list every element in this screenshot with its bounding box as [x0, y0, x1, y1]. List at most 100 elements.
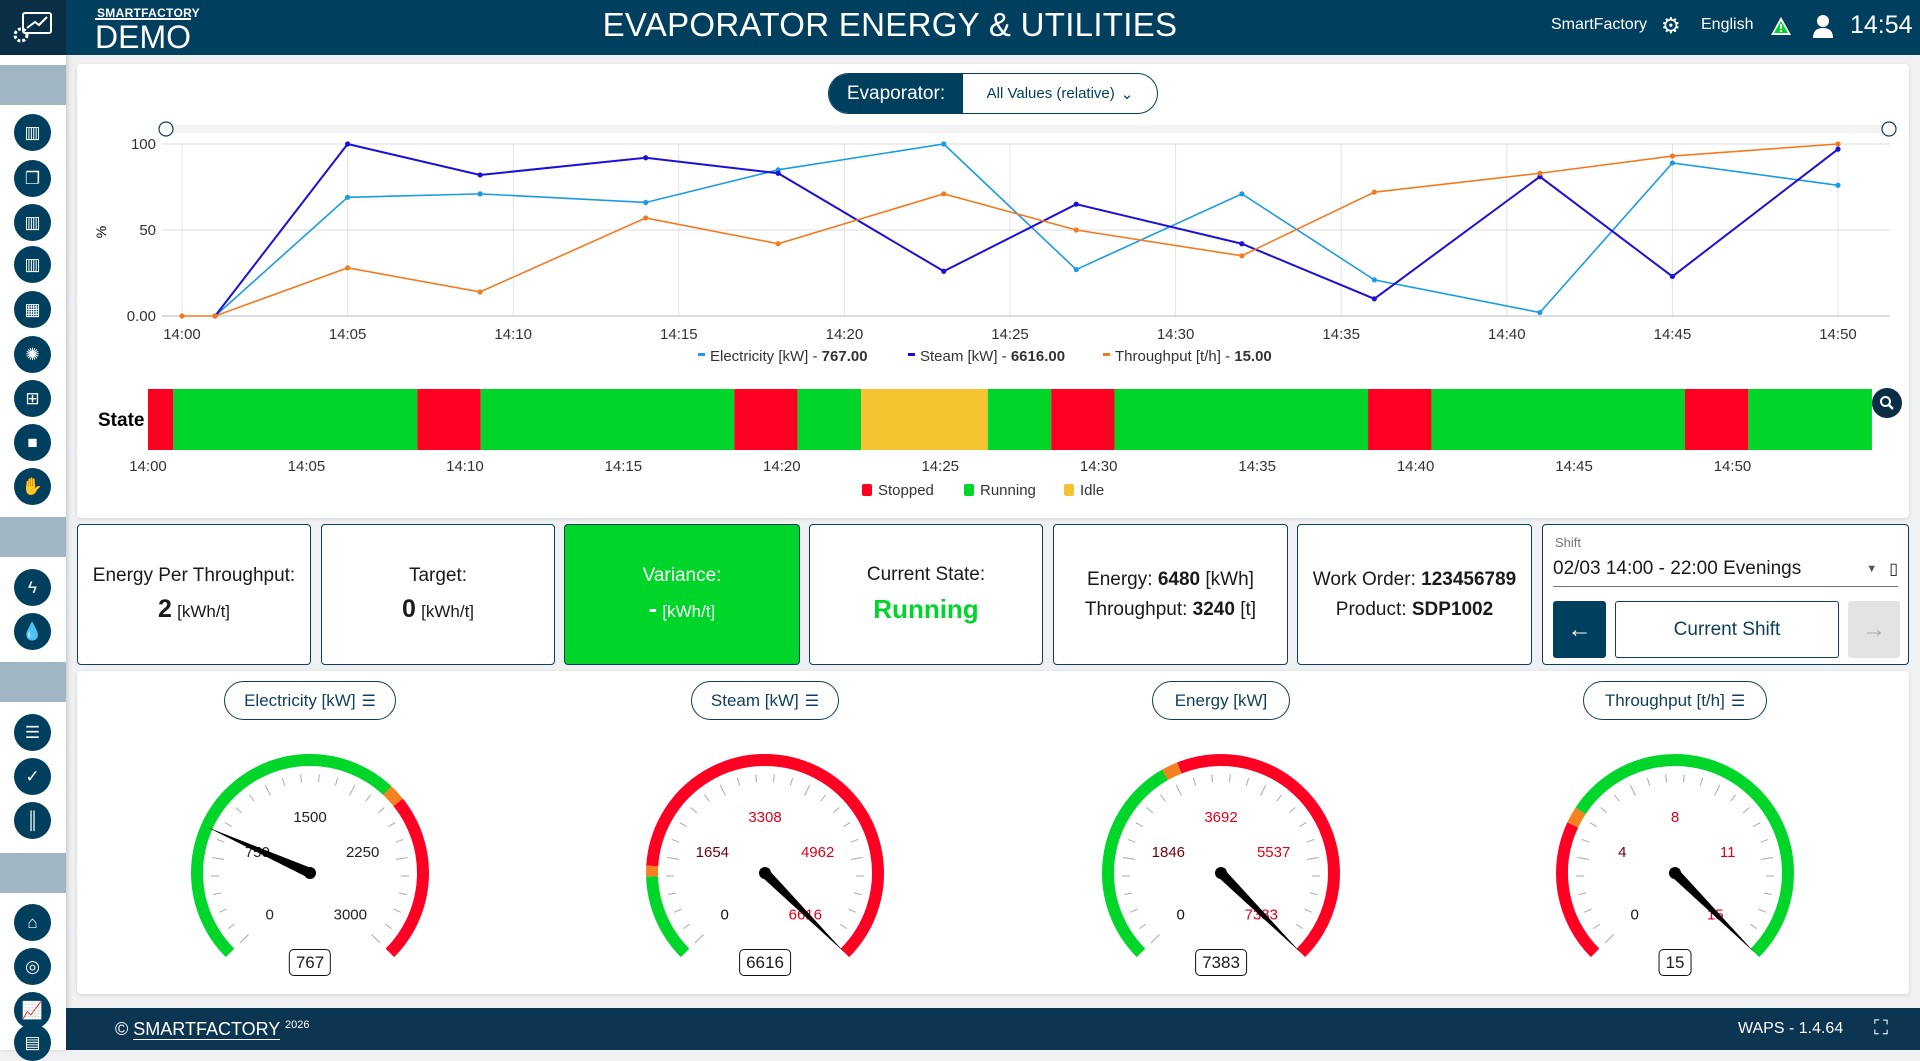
gauge-scale-label: 0 [1631, 906, 1639, 923]
calendar-icon[interactable]: ▯ [1889, 559, 1898, 579]
sidebar-item-1-0[interactable]: ϟ [14, 569, 51, 606]
gauge-tick [213, 893, 221, 895]
gauge-scale-label: 4 [1618, 844, 1626, 861]
kpi-energy-throughput: Energy: 6480 [kWh] Throughput: 3240 [t] [1053, 524, 1288, 665]
target-icon: ◎ [25, 957, 40, 977]
gauge-tick [1584, 909, 1591, 912]
gauge-settings-button[interactable]: Electricity [kW] ☰ [224, 681, 396, 720]
sidebar-item-0-5[interactable]: ✺ [14, 336, 51, 373]
gauge-tick [1151, 935, 1159, 943]
sidebar-item-2-0[interactable]: ☰ [14, 714, 51, 751]
sidebar-item-2-2[interactable]: ║ [14, 802, 51, 839]
gauge-title: Steam [kW] [711, 691, 799, 711]
current-shift-button[interactable]: Current Shift [1615, 601, 1839, 658]
sidebar-item-0-3[interactable]: ▥ [14, 246, 51, 283]
data-point [1239, 241, 1244, 246]
data-point [1537, 310, 1542, 315]
growth-chart-icon: 📈 [22, 1001, 43, 1021]
gauge-tick [851, 858, 863, 860]
range-slider-handle[interactable] [159, 122, 173, 136]
work-order-label: Work Order: [1313, 569, 1416, 590]
timeline-tick-label: 14:45 [1555, 458, 1593, 475]
gauge-tick [212, 858, 224, 860]
data-point [345, 265, 350, 270]
data-point [213, 313, 218, 318]
sidebar-item-3-3[interactable]: ▤ [14, 1024, 51, 1061]
gauge-scale-label: 0 [721, 906, 729, 923]
gauge-needle-hub [304, 867, 316, 879]
gauge-title: Electricity [kW] [244, 691, 355, 711]
sidebar-item-0-0[interactable]: ▥ [14, 114, 51, 151]
gauge-tick [394, 909, 401, 912]
state-segment-stopped [417, 389, 480, 450]
gauge-needle [1671, 869, 1754, 952]
gauge-tick [236, 808, 242, 813]
gauge-tick [840, 924, 847, 928]
state-segment-running [988, 389, 1051, 450]
legend-item: Electricity [kW] - 767.00 [710, 348, 868, 365]
kpi-current-state: Current State: Running [809, 524, 1043, 665]
gauge-tick [1123, 858, 1135, 860]
kpi-label: Energy Per Throughput: [93, 565, 295, 587]
data-point [1670, 153, 1675, 158]
next-shift-button[interactable]: → [1848, 601, 1900, 658]
filter-dropdown[interactable]: All Values (relative)⌄ [963, 74, 1157, 113]
gauge-title: Energy [kW] [1175, 691, 1268, 711]
sidebar-item-3-1[interactable]: ◎ [14, 948, 51, 985]
sliders-icon: ☰ [362, 691, 376, 711]
sidebar-item-0-4[interactable]: ▦ [14, 291, 51, 328]
gauge-tick [378, 808, 384, 813]
sidebar-item-0-1[interactable]: ❐ [14, 160, 51, 197]
filter-label: Evaporator: [829, 74, 963, 113]
sidebar-item-1-1[interactable]: 💧 [14, 613, 51, 650]
zoom-button[interactable] [1872, 388, 1902, 418]
gauge-band [652, 877, 685, 953]
kpi-energy-per-throughput: Energy Per Throughput: 2 [kWh/t] [77, 524, 311, 665]
previous-shift-button[interactable]: ← [1553, 601, 1606, 658]
shift-dropdown[interactable]: 02/03 14:00 - 22:00 Evenings▼▯ [1553, 551, 1898, 587]
sidebar-item-0-7[interactable]: ■ [14, 424, 51, 461]
gauge-settings-button[interactable]: Energy [kW] [1152, 681, 1290, 720]
gauge-tick [1310, 893, 1318, 895]
kpi-unit: [kWh/t] [177, 602, 230, 621]
sidebar-item-2-1[interactable]: ✓ [14, 758, 51, 795]
gauge-settings-button[interactable]: Throughput [t/h]☰ [1583, 681, 1767, 720]
evaporator-filter[interactable]: Evaporator: All Values (relative)⌄ [828, 73, 1158, 114]
kpi-target: Target: 0 [kWh/t] [321, 524, 555, 665]
gauge-tick [854, 893, 862, 895]
y-tick-label: 100 [131, 136, 156, 153]
sidebar-item-0-2[interactable]: ▥ [14, 204, 51, 241]
sidebar-item-0-8[interactable]: ✋ [14, 468, 51, 505]
state-segment-running [1431, 389, 1685, 450]
fullscreen-icon[interactable]: ⛶ [1874, 1017, 1888, 1040]
gauge-tick [1136, 823, 1143, 827]
gauge-tick [720, 785, 725, 796]
gauge-tick [1759, 909, 1766, 912]
gauge-tick [1230, 774, 1231, 782]
gauge-tick [756, 774, 757, 782]
state-segment-running [1748, 389, 1872, 450]
data-point [345, 141, 350, 146]
timeline-tick-label: 14:15 [605, 458, 643, 475]
y-tick-label: 50 [139, 222, 156, 239]
gauge-tick [1601, 808, 1607, 813]
sidebar-section-divider [0, 662, 66, 702]
energy-unit: [kWh] [1205, 569, 1254, 590]
arrow-left-icon: ← [1568, 616, 1592, 644]
filter-value: All Values (relative) [987, 85, 1115, 102]
sidebar-item-3-0[interactable]: ⌂ [14, 904, 51, 941]
gauge-settings-button[interactable]: Steam [kW]☰ [691, 681, 839, 720]
x-tick-label: 14:45 [1654, 326, 1692, 343]
gauge-tick [1753, 823, 1760, 827]
gauge-tick [1743, 808, 1749, 813]
gauge-band [1562, 825, 1595, 953]
gauge-tick [1176, 785, 1181, 796]
range-slider-handle[interactable] [1882, 122, 1896, 136]
gauge-tick [1296, 924, 1303, 928]
gauge-needle-hub [1669, 867, 1681, 879]
data-point [1239, 253, 1244, 258]
gauge-tick [1764, 893, 1772, 895]
sidebar-item-0-6[interactable]: ⊞ [14, 380, 51, 417]
spinner-icon: ✺ [25, 345, 39, 365]
